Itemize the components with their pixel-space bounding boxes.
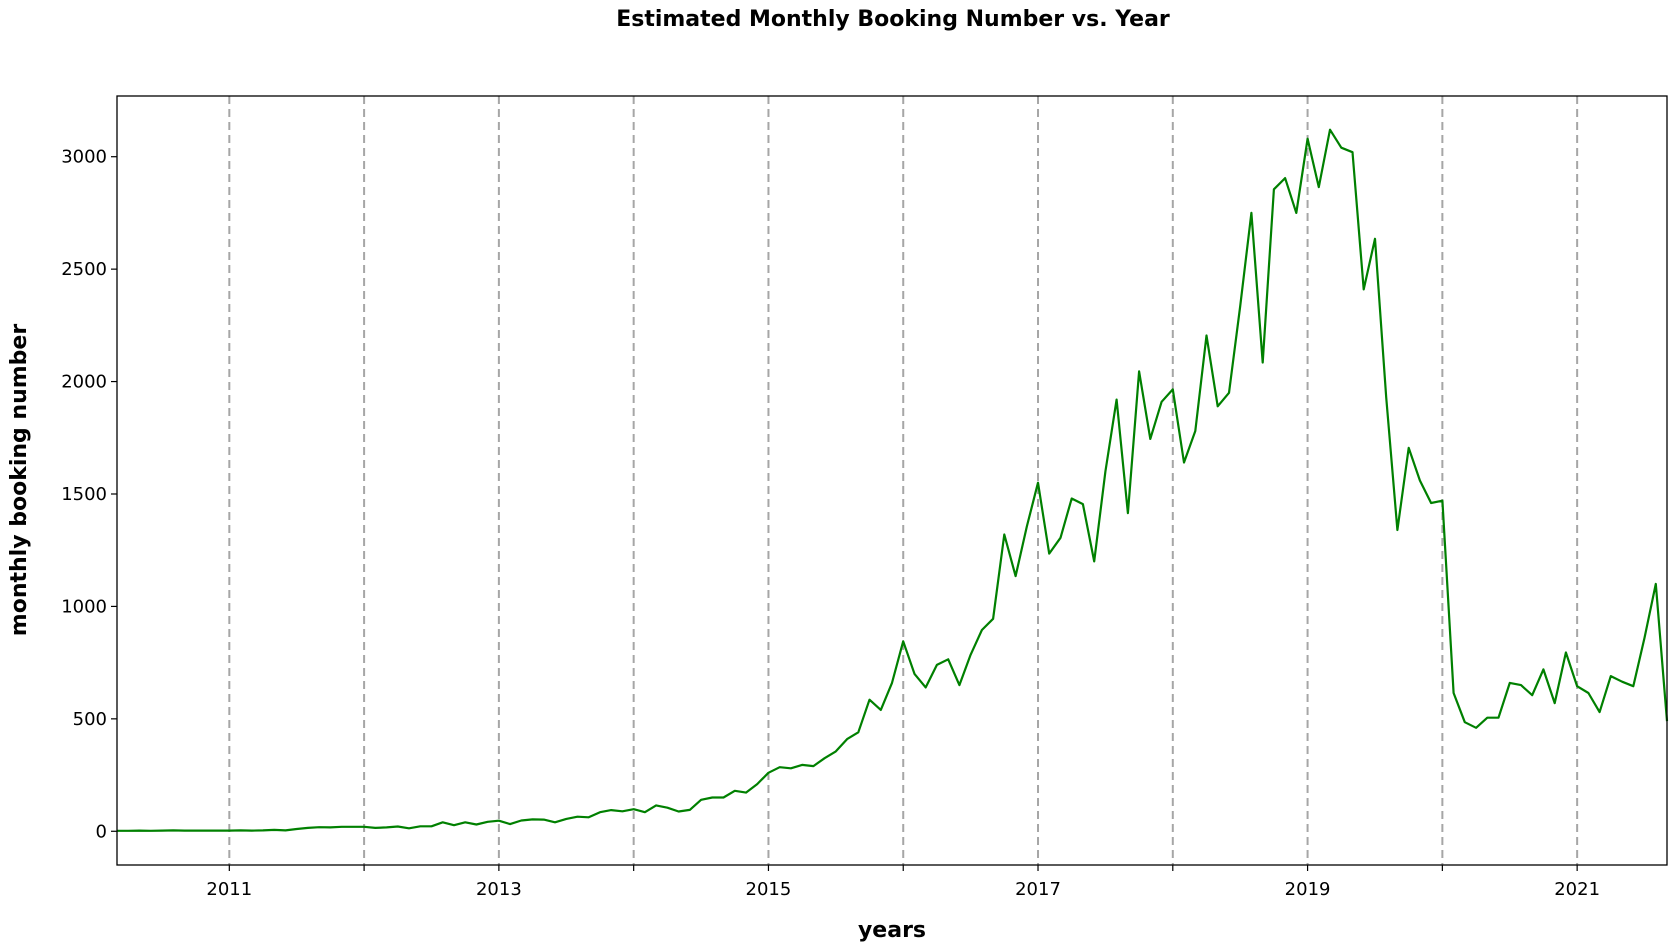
y-tick-label: 3000 [61, 147, 107, 168]
axes-frame [116, 95, 1668, 866]
x-axis-label: years [858, 918, 926, 943]
gridlines [228, 96, 1579, 865]
x-tick-label: 2017 [1015, 879, 1061, 900]
y-axis-label: monthly booking number [7, 324, 32, 637]
y-tick-label: 2000 [61, 372, 107, 393]
x-tick-label: 2011 [206, 879, 252, 900]
booking-series-line [117, 128, 1669, 832]
y-tick-label: 1500 [61, 484, 107, 505]
y-tick-label: 0 [96, 821, 107, 842]
chart-title: Estimated Monthly Booking Number vs. Yea… [616, 7, 1170, 32]
plot-area [117, 128, 1669, 832]
x-tick-label: 2019 [1285, 879, 1331, 900]
y-tick-label: 1000 [61, 596, 107, 617]
x-axis: 2011 2013 2015 2017 2019 2021 [206, 865, 1600, 900]
y-axis: 0 500 1000 1500 2000 2500 3000 [61, 147, 117, 842]
x-tick-label: 2021 [1554, 879, 1600, 900]
y-tick-label: 2500 [61, 259, 107, 280]
x-tick-label: 2013 [476, 879, 522, 900]
y-tick-label: 500 [73, 709, 107, 730]
x-tick-label: 2015 [746, 879, 792, 900]
